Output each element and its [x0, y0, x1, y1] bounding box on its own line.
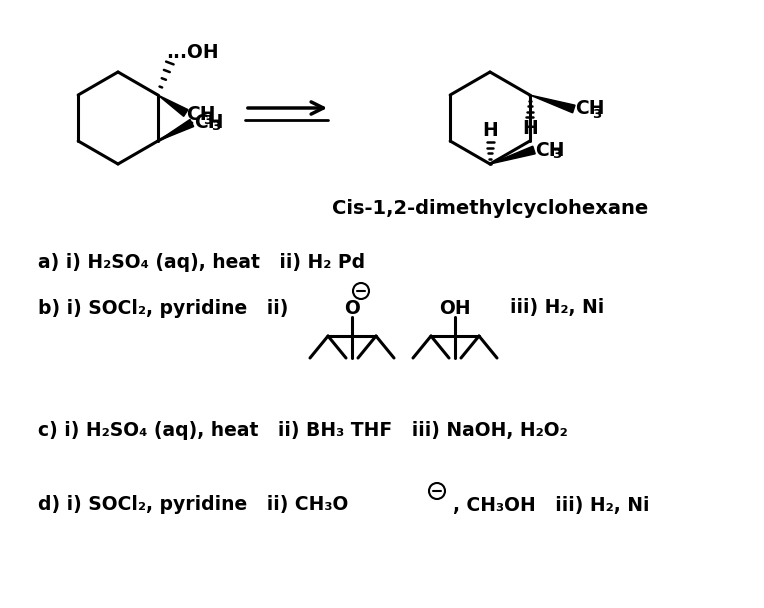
- Text: ...OH: ...OH: [166, 44, 219, 63]
- Text: 3: 3: [211, 120, 220, 134]
- Text: a) i) H₂SO₄ (aq), heat   ii) H₂ Pd: a) i) H₂SO₄ (aq), heat ii) H₂ Pd: [38, 252, 365, 272]
- Polygon shape: [158, 119, 194, 141]
- Text: O: O: [344, 299, 360, 317]
- Text: 3: 3: [592, 108, 601, 120]
- Polygon shape: [158, 95, 188, 116]
- Text: c) i) H₂SO₄ (aq), heat   ii) BH₃ THF   iii) NaOH, H₂O₂: c) i) H₂SO₄ (aq), heat ii) BH₃ THF iii) …: [38, 421, 568, 440]
- Text: , CH₃OH   iii) H₂, Ni: , CH₃OH iii) H₂, Ni: [453, 496, 649, 514]
- Text: 3: 3: [202, 114, 212, 126]
- Text: d) i) SOCl₂, pyridine   ii) CH₃O: d) i) SOCl₂, pyridine ii) CH₃O: [38, 496, 348, 514]
- Text: Cis-1,2-dimethylcyclohexane: Cis-1,2-dimethylcyclohexane: [332, 198, 648, 218]
- Text: b) i) SOCl₂, pyridine   ii): b) i) SOCl₂, pyridine ii): [38, 299, 288, 317]
- Text: H: H: [522, 120, 538, 139]
- Text: CH: CH: [194, 112, 223, 131]
- Text: H: H: [482, 120, 498, 139]
- Text: CH: CH: [535, 140, 565, 159]
- Text: 3: 3: [552, 148, 562, 162]
- Polygon shape: [490, 146, 536, 164]
- Text: CH: CH: [186, 106, 215, 125]
- Text: iii) H₂, Ni: iii) H₂, Ni: [510, 299, 604, 317]
- Polygon shape: [530, 95, 575, 113]
- Text: CH: CH: [575, 100, 604, 119]
- Text: OH: OH: [439, 299, 471, 317]
